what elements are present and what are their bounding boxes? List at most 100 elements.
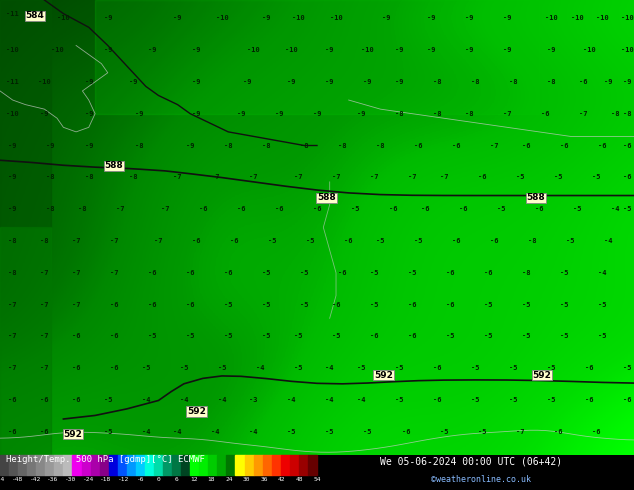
Text: -3: -3 <box>249 397 258 403</box>
Text: -5: -5 <box>598 334 607 340</box>
Text: -7: -7 <box>8 302 17 308</box>
Text: -5: -5 <box>522 334 531 340</box>
Text: -9: -9 <box>623 79 632 85</box>
Text: -5: -5 <box>566 238 575 244</box>
Text: -9: -9 <box>427 47 436 53</box>
Text: -6: -6 <box>553 429 562 435</box>
Text: -6: -6 <box>560 143 569 148</box>
Text: -9: -9 <box>40 111 49 117</box>
Text: -5: -5 <box>408 270 417 276</box>
Text: -8: -8 <box>84 174 93 180</box>
Text: -5: -5 <box>224 302 233 308</box>
Text: -9: -9 <box>84 111 93 117</box>
Text: 36: 36 <box>261 477 268 482</box>
Text: -8: -8 <box>8 270 17 276</box>
Text: -5: -5 <box>395 366 404 371</box>
Text: -6: -6 <box>623 174 632 180</box>
Text: -5: -5 <box>439 429 448 435</box>
Bar <box>45 455 55 475</box>
Bar <box>0 0 51 227</box>
Text: 24: 24 <box>225 477 233 482</box>
Text: -9: -9 <box>287 79 296 85</box>
Text: -5: -5 <box>509 366 518 371</box>
Bar <box>91 455 100 475</box>
Text: -5: -5 <box>363 429 372 435</box>
Text: We 05-06-2024 00:00 UTC (06+42): We 05-06-2024 00:00 UTC (06+42) <box>380 457 562 466</box>
Text: -6: -6 <box>72 397 81 403</box>
Text: -5: -5 <box>547 397 556 403</box>
Text: -5: -5 <box>186 334 195 340</box>
Text: -5: -5 <box>103 429 112 435</box>
Text: -9: -9 <box>262 15 271 21</box>
Text: -5: -5 <box>294 366 302 371</box>
Text: 6: 6 <box>174 477 178 482</box>
Text: -7: -7 <box>116 206 125 212</box>
Text: -9: -9 <box>135 111 144 117</box>
Text: -10: -10 <box>32 15 44 21</box>
Text: -8: -8 <box>433 79 442 85</box>
Text: -9: -9 <box>8 206 17 212</box>
Text: -5: -5 <box>477 429 486 435</box>
Text: -30: -30 <box>65 477 76 482</box>
Text: -7: -7 <box>294 174 302 180</box>
Text: -6: -6 <box>408 302 417 308</box>
Text: -8: -8 <box>547 79 556 85</box>
Text: -9: -9 <box>395 47 404 53</box>
Text: -6: -6 <box>433 397 442 403</box>
Text: -9: -9 <box>325 47 334 53</box>
Text: -6: -6 <box>148 270 157 276</box>
Text: -5: -5 <box>332 334 340 340</box>
Text: -4: -4 <box>325 366 334 371</box>
Text: -8: -8 <box>623 111 632 117</box>
Bar <box>172 455 181 475</box>
Text: -6: -6 <box>458 206 467 212</box>
Text: -8: -8 <box>376 143 385 148</box>
Text: -6: -6 <box>414 143 423 148</box>
Text: -5: -5 <box>547 366 556 371</box>
Text: -5: -5 <box>103 397 112 403</box>
Text: -5: -5 <box>224 334 233 340</box>
Text: -6: -6 <box>585 366 594 371</box>
Text: -4: -4 <box>611 206 619 212</box>
Text: -6: -6 <box>72 334 81 340</box>
Bar <box>36 455 45 475</box>
Text: -12: -12 <box>118 477 129 482</box>
Bar <box>272 455 281 475</box>
Text: -5: -5 <box>509 397 518 403</box>
Text: Height/Temp. 500 hPa [gdmp][°C] ECMWF: Height/Temp. 500 hPa [gdmp][°C] ECMWF <box>6 455 205 465</box>
Text: -9: -9 <box>192 111 201 117</box>
Text: -6: -6 <box>338 270 347 276</box>
Bar <box>290 455 299 475</box>
Text: -7: -7 <box>110 238 119 244</box>
Text: -6: -6 <box>275 206 283 212</box>
Bar <box>118 455 127 475</box>
Text: -9: -9 <box>427 15 436 21</box>
Text: -11: -11 <box>6 79 19 85</box>
Bar <box>217 455 226 475</box>
Text: 0: 0 <box>157 477 160 482</box>
Text: -7: -7 <box>110 270 119 276</box>
Text: -5: -5 <box>287 429 296 435</box>
Text: -9: -9 <box>604 79 613 85</box>
Text: -8: -8 <box>8 238 17 244</box>
Bar <box>0 455 9 475</box>
Text: -10: -10 <box>57 15 70 21</box>
Bar <box>72 455 82 475</box>
Text: -8: -8 <box>338 143 347 148</box>
Text: -5: -5 <box>262 302 271 308</box>
Bar <box>199 455 209 475</box>
Text: -6: -6 <box>592 429 600 435</box>
Text: -6: -6 <box>534 206 543 212</box>
Text: -10: -10 <box>596 15 609 21</box>
Text: -8: -8 <box>78 206 87 212</box>
Text: -7: -7 <box>332 174 340 180</box>
Text: -54: -54 <box>0 477 6 482</box>
Text: -7: -7 <box>40 334 49 340</box>
Bar <box>9 455 18 475</box>
Text: -4: -4 <box>249 429 258 435</box>
Text: -6: -6 <box>186 302 195 308</box>
Text: 588: 588 <box>526 193 545 202</box>
Text: 584: 584 <box>25 11 44 21</box>
Text: -5: -5 <box>141 366 150 371</box>
Text: -5: -5 <box>370 270 378 276</box>
